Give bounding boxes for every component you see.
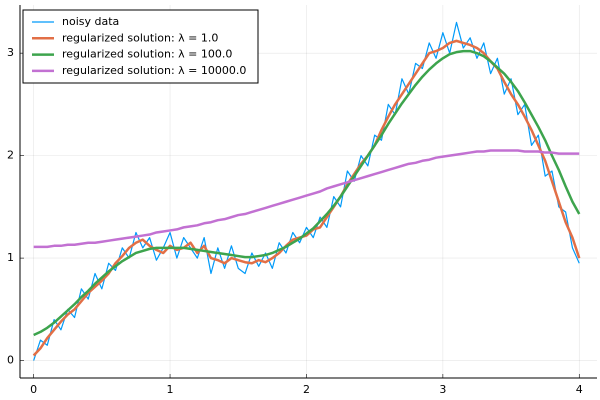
- legend-label: regularized solution: λ = 100.0: [62, 48, 232, 61]
- y-tick-label: 1: [7, 251, 14, 264]
- x-tick-label: 0: [30, 383, 37, 396]
- legend-label: regularized solution: λ = 1.0: [62, 31, 218, 44]
- x-tick-label: 1: [167, 383, 174, 396]
- series-line: [33, 149, 580, 249]
- y-tick-label: 0: [7, 354, 14, 367]
- x-tick-label: 2: [303, 383, 310, 396]
- legend-label: noisy data: [62, 15, 119, 28]
- legend-label: regularized solution: λ = 10000.0: [62, 64, 246, 77]
- y-tick-label: 3: [7, 46, 14, 59]
- x-tick-label: 3: [439, 383, 446, 396]
- series-line: [33, 21, 580, 361]
- y-tick-label: 2: [7, 149, 14, 162]
- legend-box: [22, 9, 259, 84]
- x-tick-label: 4: [576, 383, 583, 396]
- series-line: [33, 49, 581, 337]
